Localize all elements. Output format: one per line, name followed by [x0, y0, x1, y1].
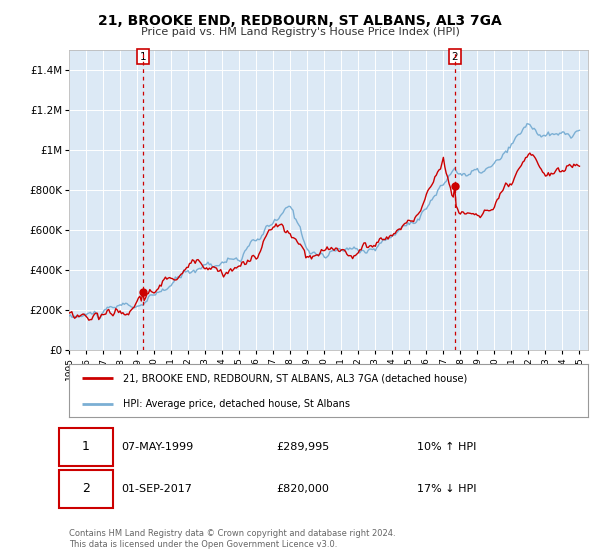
Text: 17% ↓ HPI: 17% ↓ HPI — [417, 484, 476, 493]
Text: 1: 1 — [140, 52, 146, 62]
Text: £820,000: £820,000 — [277, 484, 329, 493]
FancyBboxPatch shape — [59, 470, 113, 508]
Text: 2: 2 — [451, 52, 458, 62]
Text: 07-MAY-1999: 07-MAY-1999 — [121, 442, 193, 451]
Text: 21, BROOKE END, REDBOURN, ST ALBANS, AL3 7GA: 21, BROOKE END, REDBOURN, ST ALBANS, AL3… — [98, 14, 502, 28]
Text: 10% ↑ HPI: 10% ↑ HPI — [417, 442, 476, 451]
FancyBboxPatch shape — [59, 428, 113, 466]
Text: HPI: Average price, detached house, St Albans: HPI: Average price, detached house, St A… — [124, 399, 350, 409]
Text: 1: 1 — [82, 440, 89, 453]
Text: 21, BROOKE END, REDBOURN, ST ALBANS, AL3 7GA (detached house): 21, BROOKE END, REDBOURN, ST ALBANS, AL3… — [124, 374, 468, 384]
Text: £289,995: £289,995 — [277, 442, 330, 451]
Text: Price paid vs. HM Land Registry's House Price Index (HPI): Price paid vs. HM Land Registry's House … — [140, 27, 460, 37]
Text: Contains HM Land Registry data © Crown copyright and database right 2024.
This d: Contains HM Land Registry data © Crown c… — [69, 529, 395, 549]
Text: 01-SEP-2017: 01-SEP-2017 — [121, 484, 192, 493]
Text: 2: 2 — [82, 482, 89, 495]
